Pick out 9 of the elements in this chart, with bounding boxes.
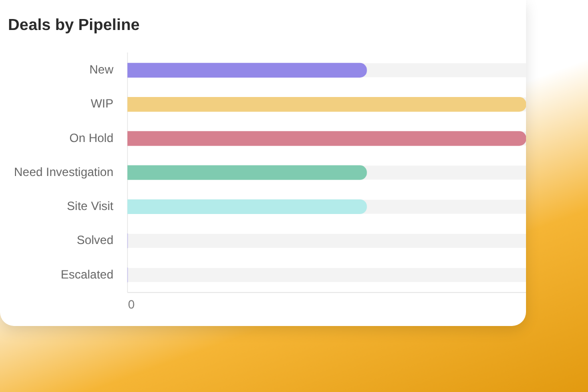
y-tick-label: Solved (76, 233, 114, 248)
text: 0 (128, 297, 136, 312)
chart-title: Deals by Pipeline (8, 17, 140, 34)
y-tick-label: Escalated (60, 267, 114, 282)
y-tick-label: On Hold (69, 130, 114, 145)
y-tick-label: Site Visit (66, 199, 114, 214)
y-tick-label: New (89, 62, 114, 77)
y-tick-label: Need Investigation (14, 164, 114, 179)
y-tick-label: WIP (90, 96, 114, 111)
